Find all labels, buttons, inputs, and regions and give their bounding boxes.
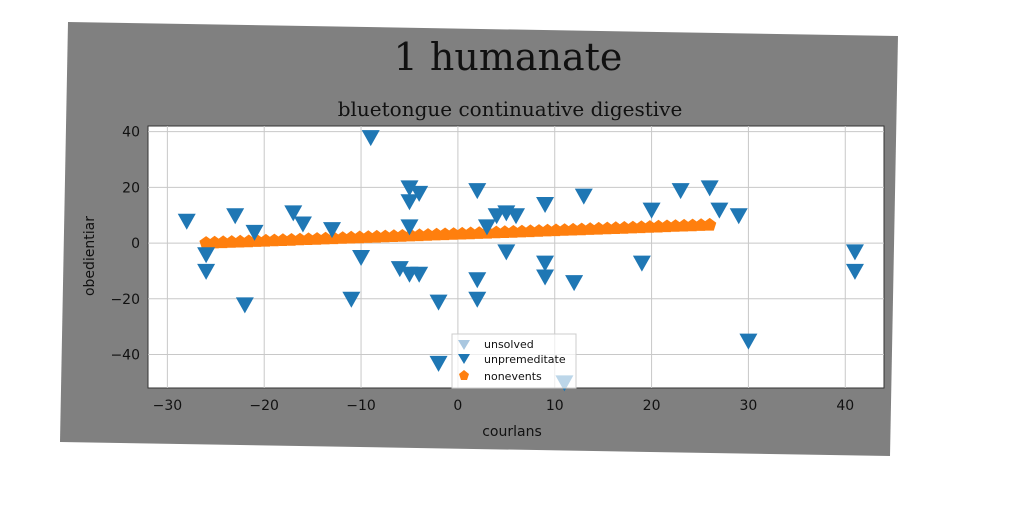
y-tick-label: 20: [122, 180, 140, 196]
x-tick-label: 20: [643, 398, 661, 414]
chart-title: 1 humanate: [394, 35, 623, 79]
x-tick-label: 30: [740, 398, 758, 414]
chart-subtitle: bluetongue continuative digestive: [338, 97, 683, 121]
x-tick-label: 40: [836, 398, 854, 414]
x-tick-label: 10: [546, 398, 564, 414]
legend: unsolved unpremeditate nonevents: [452, 334, 576, 388]
y-tick-label: 40: [122, 125, 140, 141]
legend-label-unpremeditate: unpremeditate: [484, 353, 566, 366]
legend-label-nonevents: nonevents: [484, 370, 542, 383]
x-axis-label: courlans: [482, 424, 542, 440]
y-tick-label: −20: [110, 292, 140, 308]
legend-label-unsolved: unsolved: [484, 338, 534, 351]
y-tick-label: −40: [110, 348, 140, 364]
x-tick-label: −20: [249, 398, 279, 414]
y-axis-label: obedientiar: [82, 216, 98, 296]
x-tick-label: −10: [346, 398, 376, 414]
x-tick-label: −30: [153, 398, 183, 414]
x-tick-label: 0: [453, 398, 462, 414]
y-tick-label: 0: [131, 236, 140, 252]
